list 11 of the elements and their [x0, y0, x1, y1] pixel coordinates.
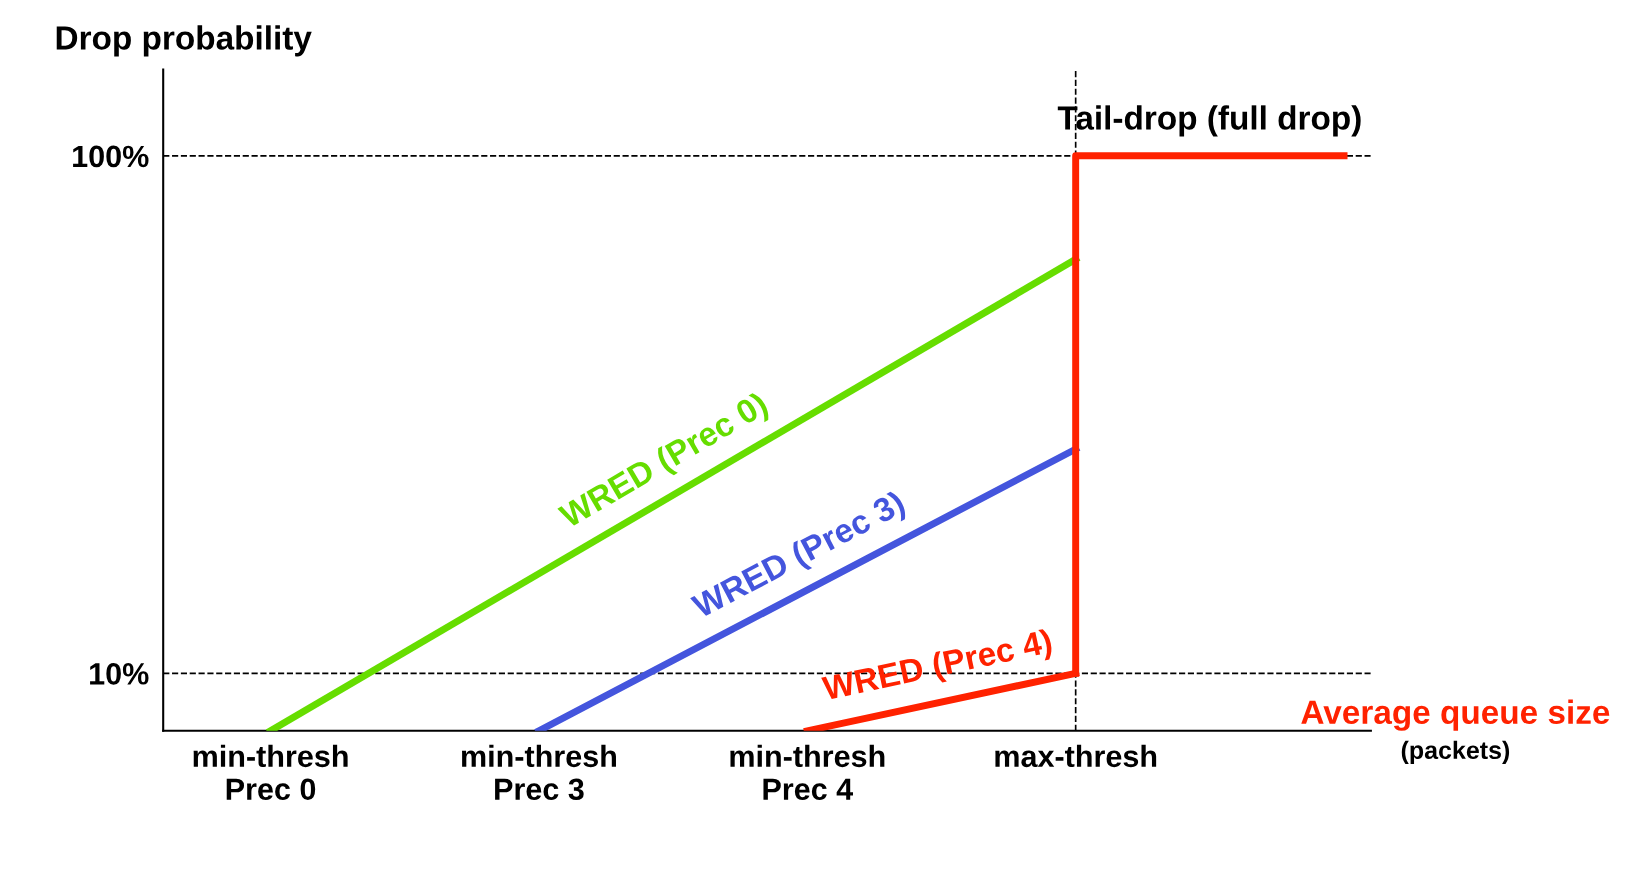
x-tick-label: min-thresh Prec 3 [462, 744, 616, 801]
y-axis-title: Drop probability [56, 25, 312, 57]
text: (packets) [1401, 740, 1510, 765]
x-axis-title: Average queue size [1301, 699, 1610, 731]
text: WRED (Prec 4) [820, 628, 1054, 708]
series-label: Tail-drop (full drop) [1057, 105, 1361, 137]
x-tick-label: max-thresh [995, 744, 1157, 768]
x-tick-label: min-thresh Prec 0 [193, 744, 348, 801]
y-tick-label: 10% [90, 663, 149, 685]
x-tick-label: min-thresh Prec 4 [730, 744, 885, 801]
y-tick-label: 100% [73, 145, 149, 168]
